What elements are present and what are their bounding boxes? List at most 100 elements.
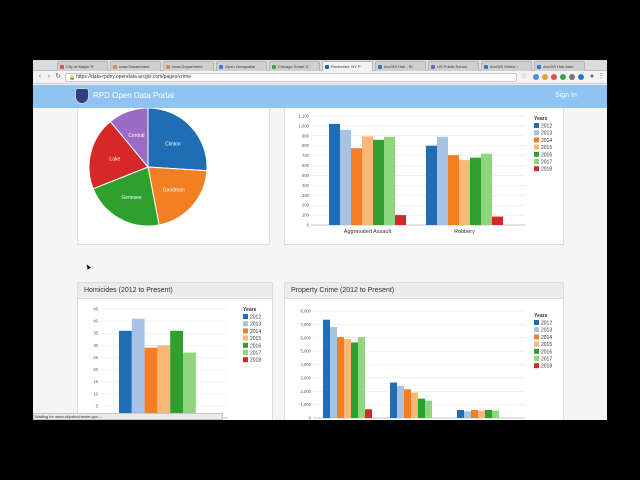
- x-tick-label: Aggravated Assault: [344, 229, 392, 235]
- legend-label: 2017: [250, 351, 261, 357]
- y-tick-label: 40: [93, 319, 98, 324]
- pie-slice: [92, 166, 160, 227]
- bar: [170, 330, 183, 418]
- bar: [337, 337, 344, 418]
- legend-label: 2013: [541, 328, 552, 334]
- favicon-icon: [219, 65, 223, 69]
- y-tick-label: 10: [93, 391, 98, 396]
- address-bar: ‹ › ↻ 🔒 https://data-rpdny.opendata.arcg…: [33, 71, 607, 84]
- x-tick-label: Robbery: [454, 229, 475, 235]
- bar: [411, 392, 418, 418]
- y-tick-label: 6,000: [301, 335, 312, 340]
- url-input[interactable]: 🔒 https://data-rpdny.opendata.arcgis.com…: [65, 73, 517, 82]
- y-tick-label: 400: [302, 183, 310, 188]
- y-tick-label: 45: [93, 307, 98, 312]
- legend-label: 2013: [541, 131, 552, 137]
- extension-icon[interactable]: [578, 74, 584, 80]
- bar: [384, 136, 395, 225]
- pie-panel: Clinton Goodman Genesee Lake Central: [77, 107, 270, 245]
- browser-tab[interactable]: ArcGIS Online ‹: [481, 61, 532, 71]
- bar: [471, 409, 478, 418]
- portal-title[interactable]: RPD Open Data Portal: [93, 91, 174, 100]
- legend-swatch: [534, 123, 539, 128]
- homicides-title: Homicides (2012 to Present): [78, 283, 272, 299]
- tab-label: Chicago Smart D: [278, 64, 309, 69]
- star-icon[interactable]: ☆: [520, 73, 528, 80]
- extension-icon[interactable]: [533, 74, 539, 80]
- pie-slice-label: Clinton: [165, 142, 181, 148]
- bar: [404, 389, 411, 418]
- y-tick-label: 500: [302, 173, 310, 178]
- legend-label: 2017: [541, 160, 552, 166]
- bar: [470, 157, 481, 225]
- legend-title: Years: [534, 313, 548, 319]
- y-tick-label: 20: [93, 367, 98, 372]
- legend-label: 2016: [541, 152, 552, 158]
- tab-label: Open Geospatial: [225, 64, 256, 69]
- legend-label: 2012: [541, 124, 552, 130]
- assault-robbery-panel: 0 100 200 300 400 500 600 700 800 900 1,000 1,100 Ag…: [284, 108, 564, 245]
- pie-chart: Clinton Goodman Genesee Lake Central: [88, 107, 208, 227]
- legend-swatch: [243, 328, 248, 334]
- browser-tab[interactable]: ArcGIS Hub - Bi: [375, 61, 426, 71]
- y-tick-label: 600: [302, 163, 310, 168]
- browser-tab[interactable]: ArcGIS Hub Adm: [534, 61, 585, 71]
- favicon-icon: [325, 65, 329, 69]
- bar: [365, 409, 372, 418]
- legend-title: Years: [534, 116, 548, 122]
- forward-icon[interactable]: ›: [47, 73, 51, 80]
- legend-swatch: [534, 341, 539, 347]
- legend-swatch: [243, 321, 248, 327]
- browser-tab[interactable]: Open Geospatial: [216, 61, 267, 71]
- browser-window: City of Maple R Iowa Department Iowa Depar…: [33, 60, 607, 420]
- bar: [157, 345, 171, 418]
- y-tick-label: 4,000: [301, 362, 312, 367]
- extension-icon[interactable]: [569, 74, 575, 80]
- browser-tab[interactable]: Iowa Department: [163, 61, 214, 71]
- y-tick-label: 0: [309, 416, 312, 421]
- bar: [397, 385, 404, 418]
- tab-label: Rochester, NY P: [331, 64, 361, 69]
- tab-label: Iowa Department: [172, 64, 203, 69]
- extension-icon[interactable]: [551, 74, 557, 80]
- legend-swatch: [534, 130, 539, 136]
- favicon-icon: [113, 65, 117, 69]
- bar: [390, 382, 397, 418]
- bar: [448, 155, 459, 225]
- browser-tab[interactable]: Chicago Smart D: [269, 61, 320, 71]
- assault-robbery-chart: 0 100 200 300 400 500 600 700 800 900 1,000 1,100 Ag…: [299, 114, 553, 236]
- browser-tab[interactable]: City of Maple R: [57, 61, 108, 71]
- legend-label: 2018: [541, 167, 552, 173]
- sign-in-link[interactable]: Sign In: [555, 92, 577, 99]
- favicon-icon: [378, 65, 382, 69]
- bar: [144, 347, 158, 418]
- extension-icon[interactable]: [560, 74, 566, 80]
- browser-tab[interactable]: Iowa Department: [110, 61, 161, 71]
- legend-label: 2012: [250, 315, 261, 321]
- y-tick-label: 25: [93, 355, 98, 360]
- browser-tab[interactable]: US Public Schoo: [428, 61, 479, 71]
- rpd-badge-icon[interactable]: [75, 88, 89, 104]
- menu-icon[interactable]: ⋮: [597, 73, 605, 80]
- pie-slice: [147, 107, 208, 172]
- legend-swatch: [534, 327, 539, 333]
- legend-swatch: [534, 334, 539, 340]
- bar: [344, 339, 351, 418]
- legend-swatch: [243, 357, 248, 363]
- bar: [426, 145, 437, 225]
- legend-swatch: [534, 166, 539, 172]
- bar: [395, 215, 406, 225]
- pie-slice-label: Lake: [109, 156, 120, 162]
- extension-icon[interactable]: [542, 74, 548, 80]
- bar: [351, 148, 362, 225]
- profile-icon[interactable]: ●: [589, 73, 595, 80]
- tab-bar: City of Maple R Iowa Department Iowa Depar…: [33, 60, 607, 71]
- bar: [459, 160, 470, 225]
- y-tick-label: 35: [93, 331, 98, 336]
- legend-swatch: [534, 151, 539, 157]
- reload-icon[interactable]: ↻: [55, 73, 61, 80]
- back-icon[interactable]: ‹: [38, 73, 42, 80]
- browser-tab[interactable]: Rochester, NY P: [322, 61, 373, 71]
- y-tick-label: 100: [302, 213, 310, 218]
- bar: [464, 411, 471, 418]
